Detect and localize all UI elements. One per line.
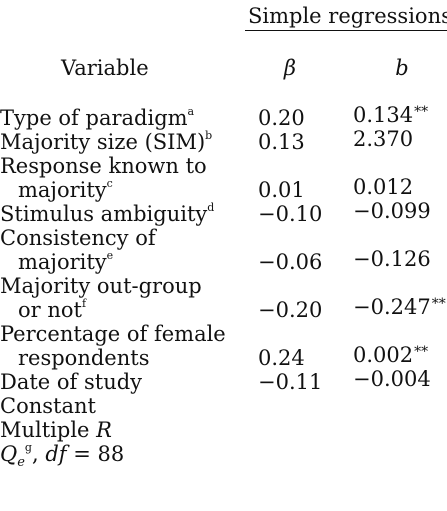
beta-value: 0.01 <box>258 178 305 202</box>
row-label-italic: Q <box>0 442 18 466</box>
beta-value: −0.20 <box>258 298 323 322</box>
table-body: Type of paradigma 0.20 0.134** Majority … <box>0 103 447 470</box>
row-label-separator: , <box>31 442 46 466</box>
column-header-variable: Variable <box>61 56 149 80</box>
table-row: Qeg, df = 88 <box>0 441 447 470</box>
row-label-italic: R <box>96 418 112 442</box>
table-row: Stimulus ambiguityd −0.10 −0.099 <box>0 199 447 226</box>
row-label: Multiple <box>0 418 97 442</box>
b-value: −0.099 <box>353 199 431 223</box>
group-header: Simple regressions <box>248 4 447 28</box>
row-label-line1: Percentage of female <box>0 322 226 346</box>
b-value: 2.370 <box>353 127 414 151</box>
beta-value: 0.20 <box>258 106 305 130</box>
footnote-marker: c <box>106 177 113 190</box>
b-value: 0.134** <box>353 103 429 127</box>
footnote-marker: e <box>106 249 114 262</box>
b-value: −0.004 <box>353 367 431 391</box>
column-header-b: b <box>395 56 409 80</box>
footnote-marker: f <box>81 297 87 310</box>
beta-value: −0.11 <box>258 370 323 394</box>
row-label-suffix: = 88 <box>66 442 125 466</box>
table-row: Majority out-group or notf −0.20 −0.247*… <box>0 274 447 322</box>
row-label: Stimulus ambiguity <box>0 202 208 226</box>
beta-value: 0.13 <box>258 130 305 154</box>
b-value: −0.126 <box>353 247 431 271</box>
header-rule <box>245 30 447 31</box>
footnote-marker: d <box>207 201 215 214</box>
b-value: −0.247** <box>353 295 446 319</box>
table-row: Date of study −0.11 −0.004 <box>0 367 447 394</box>
row-label: Majority size (SIM) <box>0 130 206 154</box>
row-label-subscript: e <box>17 455 25 471</box>
footnote-marker: a <box>187 105 195 118</box>
row-label-line2: majority <box>18 250 107 274</box>
row-label: Type of paradigm <box>0 106 188 130</box>
significance-marker: ** <box>414 104 429 120</box>
row-label-line1: Consistency of <box>0 226 156 250</box>
table-row: Consistency of majoritye −0.06 −0.126 <box>0 226 447 274</box>
table-row: Percentage of female respondents 0.24 0.… <box>0 322 447 370</box>
b-value: 0.012 <box>353 175 414 199</box>
row-label-italic: df <box>45 442 67 466</box>
row-label-line2: respondents <box>18 346 150 370</box>
b-value: 0.002** <box>353 343 429 367</box>
row-label: Date of study <box>0 370 143 394</box>
table-row: Multiple R <box>0 418 447 442</box>
significance-marker: ** <box>431 296 446 312</box>
column-header-beta: β <box>283 56 297 80</box>
significance-marker: ** <box>414 344 429 360</box>
row-label-line1: Majority out-group <box>0 274 202 298</box>
footnote-marker: g <box>24 441 32 454</box>
table-row: Constant <box>0 394 447 418</box>
table-row: Type of paradigma 0.20 0.134** <box>0 103 447 130</box>
row-label: Constant <box>0 394 96 418</box>
beta-value: −0.06 <box>258 250 323 274</box>
footnote-marker: b <box>205 129 213 142</box>
table-row: Majority size (SIM)b 0.13 2.370 <box>0 127 447 154</box>
row-label-line2: or not <box>18 298 82 322</box>
row-label-line1: Response known to <box>0 154 207 178</box>
beta-value: −0.10 <box>258 202 323 226</box>
table-row: Response known to majorityc 0.01 0.012 <box>0 154 447 202</box>
beta-value: 0.24 <box>258 346 305 370</box>
row-label-line2: majority <box>18 178 107 202</box>
